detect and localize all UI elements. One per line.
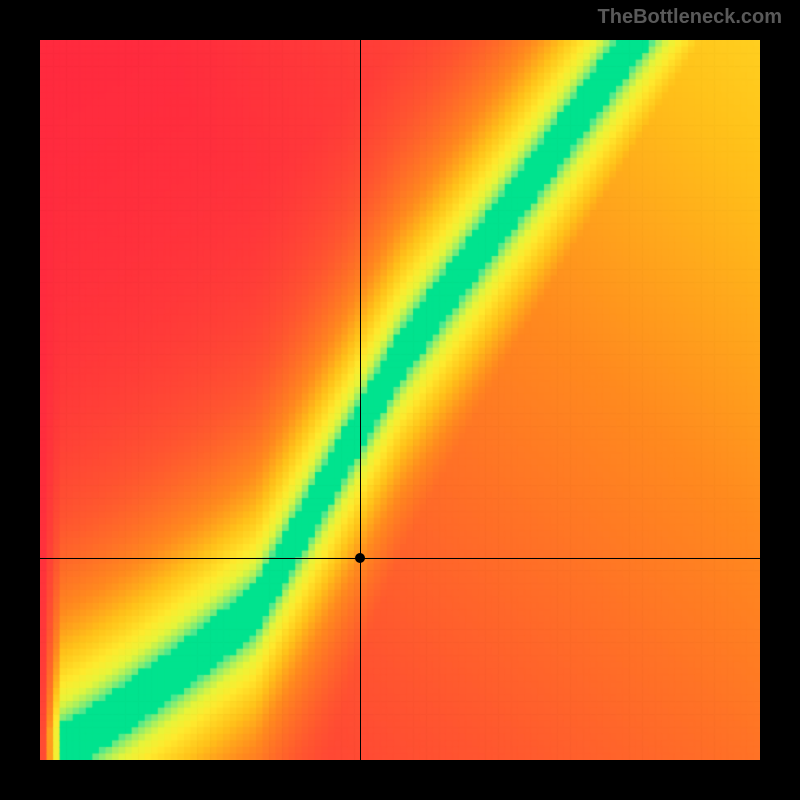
crosshair-horizontal xyxy=(40,558,760,559)
bottleneck-heatmap xyxy=(40,40,760,760)
crosshair-vertical xyxy=(360,40,361,760)
selection-marker xyxy=(355,553,365,563)
plot-area xyxy=(40,40,760,760)
watermark-text: TheBottleneck.com xyxy=(598,6,782,29)
